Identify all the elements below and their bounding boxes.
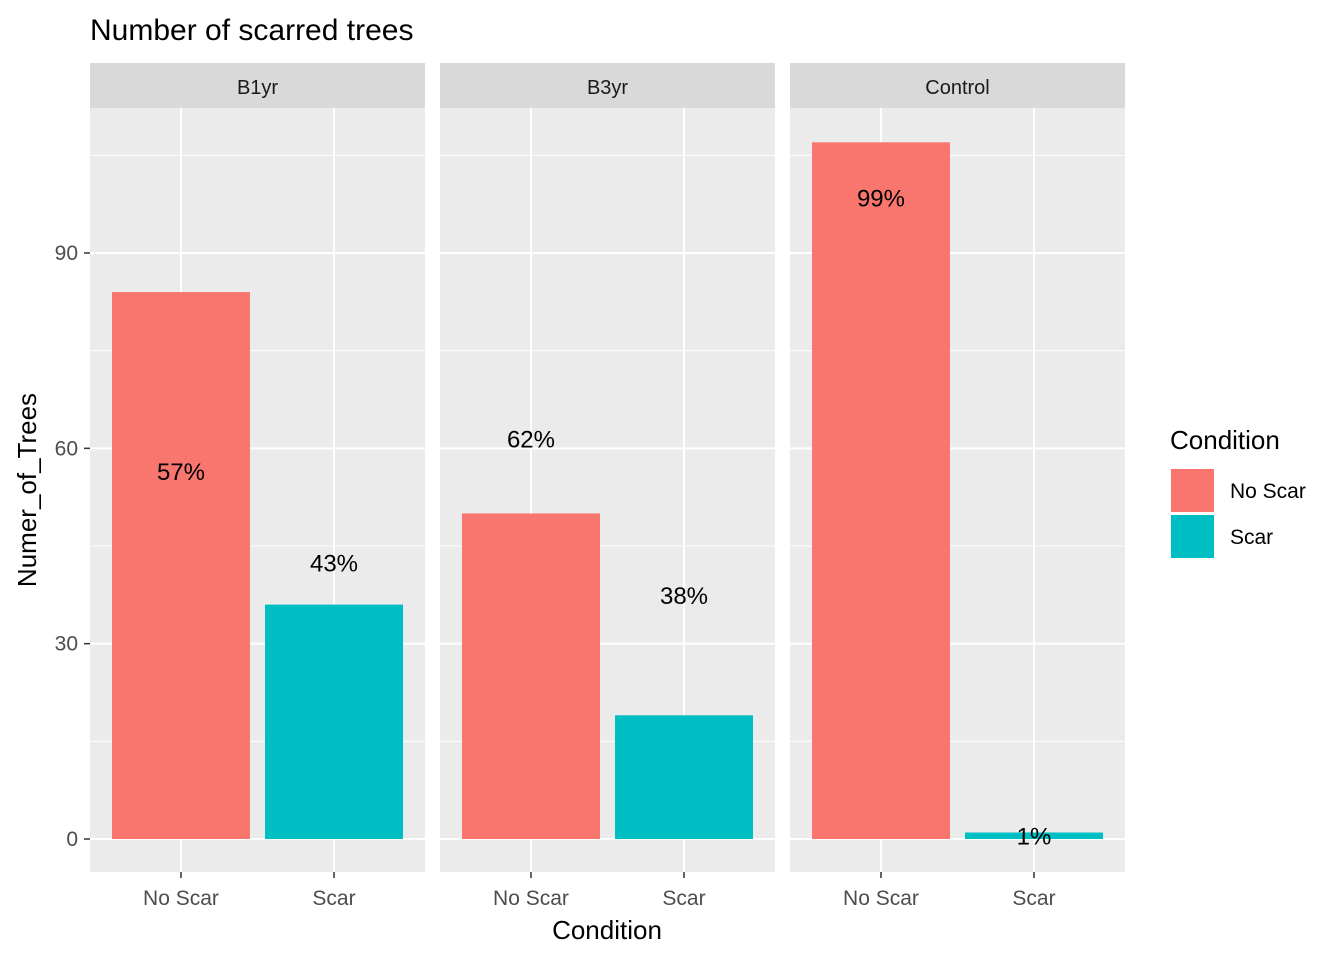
facet-strip: [90, 63, 425, 108]
bar-no-scar: [811, 142, 950, 840]
bar-data-label: 38%: [660, 583, 708, 610]
facet-panel-b3yr: B3yr 62% No Scar 38% Scar: [440, 63, 775, 910]
bar-no-scar: [461, 513, 600, 839]
facet-panel-control: Control 99% No Scar 1% Scar: [790, 63, 1125, 910]
bar-no-scar: [111, 292, 250, 840]
facet-strip: [440, 63, 775, 108]
bar-data-label: 62%: [507, 427, 555, 454]
bar-data-label: 43%: [310, 550, 358, 577]
bar-data-label: 99%: [857, 186, 905, 213]
facet-strip-label: B3yr: [587, 77, 628, 99]
x-tick-label: No Scar: [843, 887, 919, 910]
x-axis-title: Condition: [552, 915, 662, 945]
facet-panels: B1yr 57% No Scar 43% Scar B3yr 62% No Scar 38% Sc…: [90, 63, 1125, 910]
bar-data-label: 1%: [1017, 824, 1052, 851]
legend-label: Scar: [1230, 526, 1273, 549]
x-tick-label: Scar: [1012, 887, 1055, 910]
chart-title: Number of scarred trees: [90, 14, 413, 47]
bar-scar: [615, 715, 754, 839]
bar-data-label: 57%: [157, 459, 205, 486]
facet-strip-label: Control: [925, 77, 989, 99]
legend-swatch: [1171, 515, 1214, 558]
legend-swatch: [1171, 469, 1214, 512]
y-tick-label: 0: [66, 828, 78, 851]
x-tick-label: Scar: [312, 887, 355, 910]
y-tick-label: 30: [55, 633, 78, 656]
y-tick-label: 90: [55, 242, 78, 265]
facet-strip-label: B1yr: [237, 77, 278, 99]
x-tick-label: No Scar: [143, 887, 219, 910]
y-tick-label: 60: [55, 437, 78, 460]
legend: Condition No Scar Scar: [1170, 425, 1306, 558]
bar-scar: [265, 604, 404, 839]
x-tick-label: Scar: [662, 887, 705, 910]
y-axis: 0 30 60 90: [55, 242, 90, 851]
facet-panel-b1yr: B1yr 57% No Scar 43% Scar: [90, 63, 425, 910]
legend-label: No Scar: [1230, 480, 1306, 503]
x-tick-label: No Scar: [493, 887, 569, 910]
facet-strip: [790, 63, 1125, 108]
bar-scar: [965, 832, 1104, 839]
legend-title: Condition: [1170, 425, 1280, 455]
y-axis-title: Numer_of_Trees: [12, 393, 42, 587]
